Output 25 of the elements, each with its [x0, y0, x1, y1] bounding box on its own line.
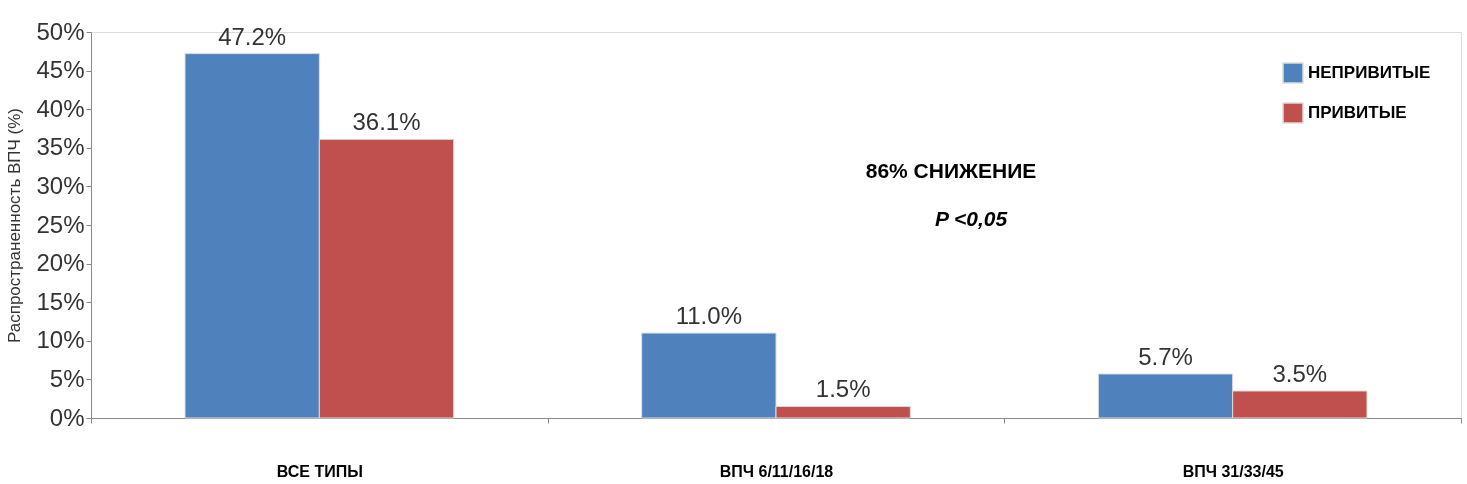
y-tick-label: 20% [36, 249, 85, 277]
data-label: 47.2% [218, 22, 287, 50]
data-label: 3.5% [1272, 359, 1328, 387]
y-tick-label: 10% [36, 326, 85, 354]
y-tick-label: 35% [36, 133, 85, 161]
data-label: 11.0% [675, 302, 742, 330]
x-tick-label: ВПЧ 6/11/16/18 [719, 462, 834, 480]
legend-label: ПРИВИТЫЕ [1308, 103, 1407, 122]
annotation: 86% СНИЖЕНИЕ [865, 159, 1037, 182]
y-axis-title: Распространенность ВПЧ (%) [5, 107, 25, 344]
x-tick-label: ВПЧ 31/33/45 [1182, 462, 1284, 480]
y-tick-label: 25% [36, 210, 85, 238]
annotation: P <0,05 [934, 207, 1008, 230]
y-tick-label: 30% [36, 171, 85, 199]
y-tick-label: 40% [36, 94, 85, 122]
legend-label: НЕПРИВИТЫЕ [1308, 63, 1431, 82]
x-tick-label: ВСЕ ТИПЫ [276, 462, 363, 480]
y-tick-label: 15% [36, 287, 85, 315]
data-label: 36.1% [352, 108, 421, 136]
y-tick-label: 45% [36, 56, 85, 84]
y-tick-label: 0% [49, 403, 85, 431]
y-tick-label: 50% [36, 17, 85, 45]
y-tick-label: 5% [49, 364, 85, 392]
data-label: 1.5% [815, 375, 871, 403]
data-label: 5.7% [1138, 343, 1193, 370]
